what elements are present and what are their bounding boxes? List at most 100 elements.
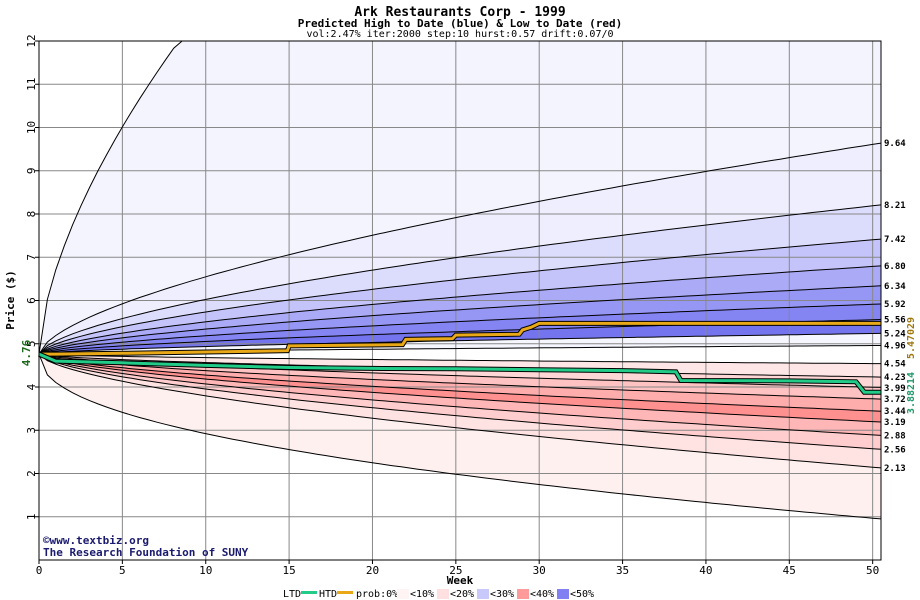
x-tick-0: 0 [36, 564, 43, 577]
legend-bin-2: <20% [450, 589, 474, 600]
watermark-org: The Research Foundation of SUNY [43, 546, 249, 559]
band-low-3.72 [39, 354, 881, 400]
x-tick-40: 40 [699, 564, 712, 577]
x-axis-label: Week [447, 574, 474, 587]
right-label-4.23: 4.23 [884, 373, 906, 383]
ltd-path [38, 352, 881, 394]
right-label-2.56: 2.56 [884, 445, 906, 455]
right-label-5.24: 5.24 [884, 329, 906, 339]
legend-htd-swatch [337, 591, 353, 594]
line-low-2.56 [38, 353, 882, 450]
line-low-2.13 [38, 353, 882, 469]
right-label-9.64: 9.64 [884, 139, 906, 149]
legend-bin-swatch-3 [477, 589, 489, 599]
x-tick-15: 15 [282, 564, 295, 577]
right-label-4.96: 4.96 [884, 341, 906, 351]
x-tick-20: 20 [366, 564, 379, 577]
band-center [39, 345, 881, 364]
right-label-3.19: 3.19 [884, 418, 906, 428]
legend-bin-4: <40% [530, 589, 554, 600]
right-label-3.44: 3.44 [884, 407, 906, 417]
x-tick-5: 5 [119, 564, 126, 577]
band-high-8.21 [39, 204, 881, 355]
chart-title: Ark Restaurants Corp - 1999 [354, 5, 565, 20]
line-low-4.54 [38, 353, 881, 365]
legend-bin-3: <30% [490, 589, 514, 600]
x-tick-45: 45 [783, 564, 796, 577]
y-tick-4: 4 [25, 383, 38, 390]
ltd-final-label: 3.88214 [906, 372, 917, 414]
y-tick-1: 1 [25, 513, 38, 520]
right-label-5.92: 5.92 [884, 300, 906, 310]
line-high-7.42 [38, 238, 882, 355]
y-tick-3: 3 [25, 427, 38, 434]
band-low-outer [39, 354, 881, 519]
y-tick-2: 2 [25, 470, 38, 477]
band-high-6.80 [39, 265, 881, 355]
x-tick-30: 30 [533, 564, 546, 577]
htd-path [39, 321, 881, 356]
watermark-url: ©www.textbiz.org [43, 534, 149, 547]
x-axis-ticks: 0 5 10 15 20 25 30 35 40 45 50 [36, 560, 879, 577]
right-label-6.80: 6.80 [884, 262, 906, 272]
band-high-9.64 [39, 143, 881, 355]
legend-prob-label: prob:0% [356, 589, 398, 600]
legend-bin-swatch-2 [437, 589, 449, 599]
legend-bin-swatch-5 [557, 589, 569, 599]
line-low-outer [38, 353, 882, 520]
band-high-6.34 [39, 285, 881, 355]
x-tick-35: 35 [616, 564, 629, 577]
line-low-3.44 [38, 353, 882, 412]
htd-ltd-paths [38, 320, 881, 395]
right-label-3.72: 3.72 [884, 395, 906, 405]
legend-htd-label: HTD [319, 589, 337, 600]
y-axis-label: Price ($) [4, 270, 17, 330]
x-tick-25: 25 [449, 564, 462, 577]
quantile-bands [39, 41, 881, 519]
y-tick-5: 5 [25, 340, 38, 347]
right-label-7.42: 7.42 [884, 235, 906, 245]
right-quantile-labels: 9.64 8.21 7.42 6.80 6.34 5.92 5.56 5.24 4.96 4.54… [884, 139, 906, 474]
y-tick-9: 9 [25, 167, 38, 174]
right-label-2.88: 2.88 [884, 431, 906, 441]
x-tick-10: 10 [199, 564, 212, 577]
start-price-label: 4.76 [20, 339, 33, 366]
chart-subtitle: Predicted High to Date (blue) & Low to D… [298, 17, 623, 30]
y-tick-10: 10 [25, 121, 38, 134]
right-label-4.54: 4.54 [884, 360, 906, 370]
legend-bin-5: <50% [570, 589, 594, 600]
band-high-outer [39, 41, 881, 355]
band-high-5.92 [39, 304, 881, 355]
y-tick-8: 8 [25, 211, 38, 218]
line-high-8.21 [38, 204, 882, 355]
legend-ltd-label: LTD [283, 589, 301, 600]
legend-bin-1: <10% [410, 589, 434, 600]
x-tick-50: 50 [866, 564, 879, 577]
legend-bin-swatch-4 [517, 589, 529, 599]
legend-ltd-swatch [301, 591, 317, 594]
band-low-2.88 [39, 354, 881, 436]
right-label-3.99: 3.99 [884, 384, 906, 394]
chart-params: vol:2.47% iter:2000 step:10 hurst:0.57 d… [306, 29, 613, 40]
line-high-9.64 [38, 142, 882, 355]
legend: LTD HTD prob:0% <10% <20% <30% <40% <50% [283, 589, 594, 600]
line-low-3.19 [38, 353, 882, 423]
right-label-6.34: 6.34 [884, 282, 906, 292]
right-label-8.21: 8.21 [884, 201, 906, 211]
line-mid-high [38, 332, 882, 355]
grid-lines [39, 40, 881, 560]
band-low-3.19 [39, 354, 881, 422]
band-low-3.44 [39, 354, 881, 412]
right-label-5.56: 5.56 [884, 316, 906, 326]
line-low-3.72 [38, 353, 882, 400]
line-low-2.88 [38, 353, 882, 436]
right-label-2.13: 2.13 [884, 464, 906, 474]
line-high-6.80 [38, 265, 882, 355]
line-high-6.34 [38, 285, 882, 355]
band-low-2.13 [39, 354, 881, 468]
line-high-5.92 [38, 303, 882, 355]
band-low-2.56 [39, 354, 881, 450]
y-tick-12: 12 [25, 34, 38, 47]
